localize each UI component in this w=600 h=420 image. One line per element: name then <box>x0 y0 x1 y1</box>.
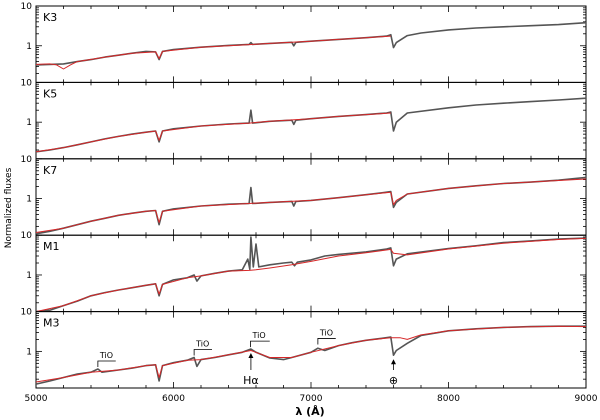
panel-m1: 1 10 M1 <box>21 231 587 313</box>
x-axis: 5000 6000 7000 8000 9000 <box>25 394 598 404</box>
model-spectrum-line <box>35 112 391 153</box>
observed-spectrum-line <box>35 236 587 313</box>
y-tick-label: 1 <box>26 118 32 128</box>
y-tick-label: 10 <box>21 78 33 88</box>
panels: 1 10 K3 1 10 K5 1 10 K7 1 10 M1 1 10 M3 TiO TiO TiO TiO Hα ⊕ <box>21 2 587 389</box>
y-tick-label: 1 <box>26 195 32 205</box>
panel-label: M3 <box>43 317 60 330</box>
model-spectrum-line <box>35 325 587 383</box>
panel-label: K7 <box>43 164 57 177</box>
x-tick-label: 7000 <box>300 394 323 404</box>
panel-label: K3 <box>43 11 57 24</box>
observed-spectrum-line <box>35 21 587 66</box>
tio-band-bracket <box>317 338 336 345</box>
marker-label: ⊕ <box>389 374 398 387</box>
marker-arrow-head <box>391 359 396 365</box>
tio-band-bracket <box>193 349 212 356</box>
panel-k3: 1 10 K3 <box>21 2 587 83</box>
panel-k7: 1 10 K7 <box>21 155 587 236</box>
panel-label: M1 <box>43 240 60 253</box>
panel-frame <box>35 311 587 389</box>
panel-frame <box>35 5 587 83</box>
x-tick-label: 8000 <box>437 394 460 404</box>
panel-m3: 1 10 M3 TiO TiO TiO TiO Hα ⊕ <box>21 308 587 389</box>
x-axis-label: λ (Å) <box>295 405 324 418</box>
panel-label: K5 <box>43 87 57 100</box>
x-tick-label: 9000 <box>575 394 598 404</box>
marker-arrow-head <box>248 352 254 358</box>
tio-band-label: TiO <box>195 340 209 349</box>
y-tick-label: 1 <box>26 42 32 52</box>
y-tick-label: 10 <box>21 155 33 165</box>
x-tick-label: 6000 <box>162 394 185 404</box>
marker-label: Hα <box>243 374 259 387</box>
x-tick-label: 5000 <box>25 394 48 404</box>
annotations: TiO TiO TiO TiO Hα ⊕ <box>97 328 398 387</box>
observed-spectrum-line <box>35 176 587 235</box>
panel-frame <box>35 234 587 313</box>
panel-frame <box>35 81 587 160</box>
observed-spectrum-line <box>35 97 587 153</box>
model-spectrum-line <box>35 237 587 313</box>
tio-band-bracket <box>97 360 116 368</box>
tio-band-label: TiO <box>99 351 113 360</box>
y-tick-label: 1 <box>26 347 32 357</box>
y-tick-label: 10 <box>21 2 33 12</box>
y-tick-label: 1 <box>26 271 32 281</box>
observed-spectrum-line <box>35 325 586 385</box>
model-spectrum-line <box>35 35 391 70</box>
tio-band-label: TiO <box>252 331 266 340</box>
y-tick-label: 10 <box>21 308 33 318</box>
model-spectrum-line <box>35 178 587 233</box>
y-axis-label: Normalized fluxes <box>4 167 14 248</box>
panel-frame <box>35 158 587 236</box>
tio-band-label: TiO <box>319 328 333 337</box>
panel-k5: 1 10 K5 <box>21 78 587 160</box>
tio-band-bracket <box>250 340 270 348</box>
y-tick-label: 10 <box>21 231 33 241</box>
